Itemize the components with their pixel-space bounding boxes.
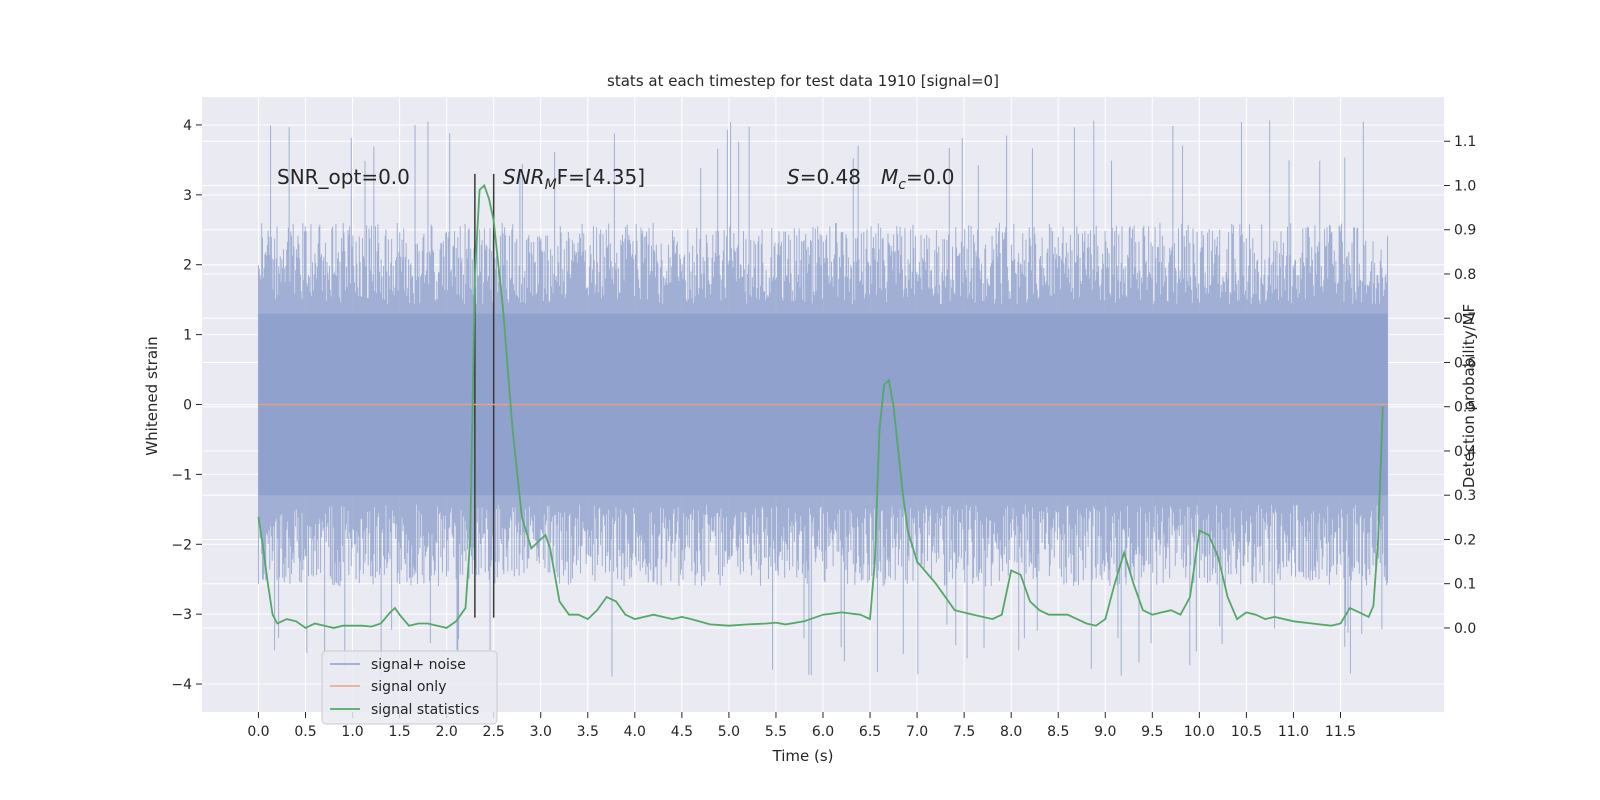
y-tick-label: 0 <box>183 398 192 414</box>
y2-axis-label: Detection probability/MF <box>1460 304 1478 488</box>
annotation-snr-mf: SNRMF=[4.35] <box>503 165 645 193</box>
x-tick-label: 4.5 <box>671 724 693 740</box>
annotation-s-name: S <box>787 165 800 189</box>
y2-tick-label: 0.6 <box>1454 355 1476 371</box>
y2-tick-label: 0.9 <box>1454 223 1476 239</box>
x-tick-label: 7.5 <box>953 724 975 740</box>
x-tick-label: 3.5 <box>577 724 599 740</box>
x-tick-label: 6.5 <box>859 724 881 740</box>
y-tick-label: 2 <box>183 258 192 274</box>
x-tick-label: 0.0 <box>247 724 269 740</box>
x-tick-label: 2.5 <box>483 724 505 740</box>
y2-tick-label: 0.3 <box>1454 488 1476 504</box>
annotation-s: S=0.48 <box>787 165 861 189</box>
y2-tick-label: 0.7 <box>1454 311 1476 327</box>
y-tick-label: −4 <box>171 677 192 693</box>
signal-statistics-line <box>257 183 1384 629</box>
y-axis-ticks: 4 3 2 1 0 −1 −2 −3 −4 <box>171 118 202 693</box>
x-tick-label: 5.5 <box>765 724 787 740</box>
annotation-snr-mf-sub: M <box>545 177 557 193</box>
y-axis-label: Whitened strain <box>143 336 161 455</box>
annotation-snr-opt: SNR_opt=0.0 <box>277 165 410 189</box>
x-tick-label: 9.5 <box>1141 724 1163 740</box>
annotation-mc-sub: c <box>898 177 906 193</box>
x-tick-label: 2.0 <box>436 724 458 740</box>
annotation-snr-mf-rest: F=[4.35] <box>557 165 645 189</box>
legend-label-signal-only: signal only <box>371 679 446 695</box>
annotations: SNR_opt=0.0 SNRMF=[4.35] S=0.48 Mc=0.0 <box>277 165 955 193</box>
annotation-snr-mf-name: SNR <box>503 165 545 189</box>
y2-tick-label: 0.8 <box>1454 267 1476 283</box>
x-tick-label: 0.5 <box>294 724 316 740</box>
x-tick-label: 1.0 <box>341 724 363 740</box>
vertical-markers <box>474 173 495 618</box>
legend-box <box>321 650 498 725</box>
x-axis-ticks: 0.0 0.5 1.0 1.5 2.0 2.5 3.0 3.5 4.0 4.5 5.0 5.5 6.0 6… <box>247 712 1356 740</box>
y2-tick-label: 0.0 <box>1454 621 1476 637</box>
x-tick-label: 3.0 <box>530 724 552 740</box>
y2-tick-label: 0.5 <box>1454 400 1476 416</box>
annotation-mc-name: M <box>881 165 898 189</box>
annotation-mc-value: =0.0 <box>906 165 955 189</box>
chart-title: stats at each timestep for test data 191… <box>607 72 999 90</box>
y2-tick-label: 1.0 <box>1454 178 1476 194</box>
x-tick-label: 4.0 <box>624 724 646 740</box>
y2-axis-ticks: 1.1 1.0 0.9 0.8 0.7 0.6 0.5 0.4 0.3 0.2 0.1 0.0 <box>1444 134 1476 637</box>
x-tick-label: 10.0 <box>1184 724 1215 740</box>
x-tick-label: 5.0 <box>718 724 740 740</box>
y-tick-label: 1 <box>183 328 192 344</box>
y2-tick-label: 1.1 <box>1454 134 1476 150</box>
y2-tick-label: 0.2 <box>1454 532 1476 548</box>
y2-tick-label: 0.4 <box>1454 444 1476 460</box>
x-tick-label: 10.5 <box>1231 724 1262 740</box>
y-tick-label: −1 <box>171 467 192 483</box>
annotation-mc: Mc=0.0 <box>881 165 955 193</box>
x-tick-label: 11.0 <box>1278 724 1309 740</box>
y-tick-label: −3 <box>171 607 192 623</box>
x-axis-label: Time (s) <box>772 747 834 765</box>
x-tick-label: 8.5 <box>1047 724 1069 740</box>
legend-label-signal-statistics: signal statistics <box>371 702 479 718</box>
annotation-s-value: =0.48 <box>800 165 861 189</box>
x-tick-label: 11.5 <box>1325 724 1356 740</box>
x-tick-label: 8.0 <box>1000 724 1022 740</box>
x-tick-label: 1.5 <box>388 724 410 740</box>
y-tick-label: −2 <box>171 537 192 553</box>
y-tick-label: 3 <box>183 188 192 204</box>
legend: signal+ noise signal only signal statist… <box>321 650 498 725</box>
x-tick-label: 7.0 <box>906 724 928 740</box>
x-tick-label: 6.0 <box>812 724 834 740</box>
legend-label-signal-noise: signal+ noise <box>371 657 466 673</box>
x-tick-label: 9.0 <box>1094 724 1116 740</box>
y-tick-label: 4 <box>183 118 192 134</box>
y2-tick-label: 0.1 <box>1454 577 1476 593</box>
